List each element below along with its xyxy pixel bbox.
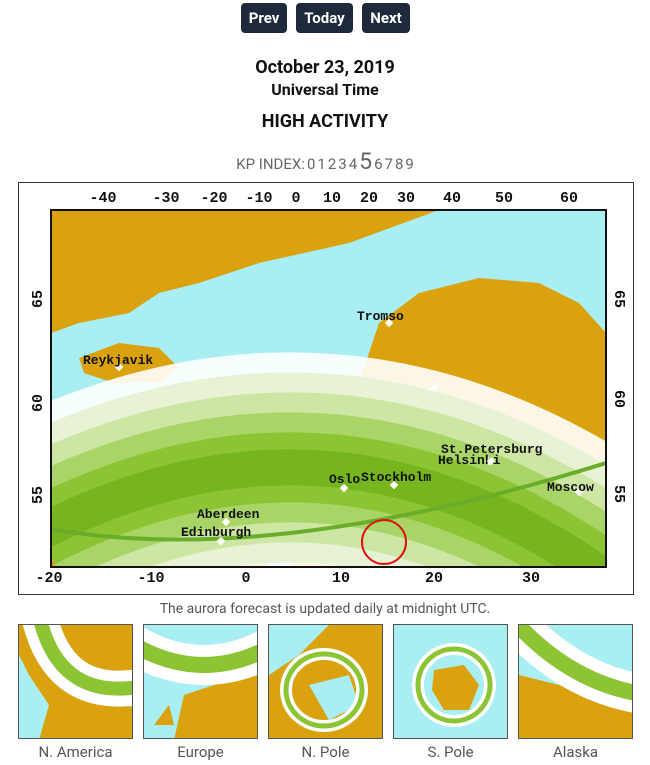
date: October 23, 2019: [255, 57, 395, 78]
today-button[interactable]: Today: [296, 3, 353, 33]
location-circle: [361, 519, 407, 565]
kp-level: 2: [327, 155, 337, 173]
city-marker: [339, 483, 349, 493]
top-tick-label: 20: [360, 190, 378, 207]
kp-level: 7: [384, 155, 393, 173]
city-label: Edinburgh: [181, 525, 251, 540]
kp-label: KP INDEX:: [236, 155, 305, 173]
kp-level: 1: [317, 155, 326, 173]
city-label: Reykjavik: [83, 353, 153, 368]
time-zone: Universal Time: [271, 80, 379, 99]
thumbnail-map: [269, 625, 382, 738]
thumbnail-label[interactable]: Alaska: [552, 743, 599, 761]
map-border: [50, 209, 607, 568]
bottom-tick-label: -20: [35, 570, 62, 587]
thumbnail-label[interactable]: N. America: [38, 743, 113, 761]
aurora-band: [51, 352, 606, 567]
top-tick-label: -10: [245, 190, 272, 207]
top-tick-label: 60: [560, 190, 578, 207]
thumbnail[interactable]: [18, 624, 133, 739]
thumbnail-map: [19, 625, 132, 738]
city-label: St.Petersburg: [441, 442, 543, 457]
top-tick-label: -40: [89, 190, 116, 207]
prev-button[interactable]: Prev: [241, 3, 287, 33]
thumbnail-map: [519, 625, 632, 738]
thumbnail-label[interactable]: Europe: [177, 743, 224, 761]
city-marker: [384, 318, 394, 328]
kp-index: KP INDEX: 0 1 2 3 45 6 7 8 9: [0, 148, 650, 175]
thumbnail[interactable]: [518, 624, 633, 739]
city-label: Helsinki: [438, 453, 501, 468]
kp-level: 8: [394, 155, 404, 173]
city-label: Moscow: [547, 480, 594, 495]
city-label: Tromso: [357, 309, 404, 324]
top-tick-label: 0: [291, 190, 300, 207]
thumbnail[interactable]: [268, 624, 383, 739]
kp-level: 4: [348, 155, 358, 173]
top-tick-label: -20: [200, 190, 227, 207]
top-tick-label: 30: [397, 190, 415, 207]
bottom-tick-label: 20: [425, 570, 443, 587]
map: -40 -30 -20 -10 0 10 20 30 40 50 60 -20 -10 0 10 20 30 65…: [30, 190, 627, 587]
city-marker: [574, 487, 584, 497]
kp-level: 0: [306, 155, 316, 173]
top-tick-label: 40: [443, 190, 461, 207]
bottom-tick-label: 0: [241, 570, 250, 587]
top-tick-label: -30: [152, 190, 179, 207]
right-tick-label: 55: [610, 485, 627, 503]
thumbnail[interactable]: [143, 624, 258, 739]
thumbnail-map: [394, 625, 507, 738]
top-tick-label: 50: [495, 190, 513, 207]
greenland: [51, 210, 439, 333]
kp-level: 6: [374, 155, 383, 173]
bottom-tick-label: 30: [522, 570, 540, 587]
top-tick-label: 10: [323, 190, 341, 207]
kp-level: 5: [359, 148, 373, 175]
left-tick-label: 55: [30, 486, 47, 504]
city-label: Aberdeen: [197, 507, 260, 522]
thumbnail-label[interactable]: S. Pole: [427, 743, 474, 761]
activity: HIGH ACTIVITY: [261, 111, 389, 132]
left-tick-label: 60: [30, 394, 47, 412]
kp-level: 3: [338, 155, 347, 173]
right-tick-label: 60: [610, 390, 627, 408]
city-marker: [389, 480, 399, 490]
view-line: [51, 461, 606, 542]
right-tick-label: 65: [610, 290, 627, 308]
thumbnail[interactable]: [393, 624, 508, 739]
map-frame: -40 -30 -20 -10 0 10 20 30 40 50 60 -20 -10 0 10 20 30 65…: [18, 182, 634, 595]
city-marker: [114, 362, 124, 372]
caption: The aurora forecast is updated daily at …: [159, 601, 491, 617]
left-tick-label: 65: [30, 290, 47, 308]
map-body: [51, 210, 606, 567]
bottom-tick-label: 10: [332, 570, 350, 587]
city-label: Stockholm: [361, 470, 431, 485]
next-button[interactable]: Next: [362, 3, 410, 33]
city-label: Oslo: [329, 472, 360, 487]
thumbnail-map: [144, 625, 257, 738]
kp-level: 9: [405, 155, 414, 173]
city-marker: [486, 456, 496, 466]
thumbnail-label[interactable]: N. Pole: [301, 743, 350, 761]
bottom-tick-label: -10: [137, 570, 164, 587]
